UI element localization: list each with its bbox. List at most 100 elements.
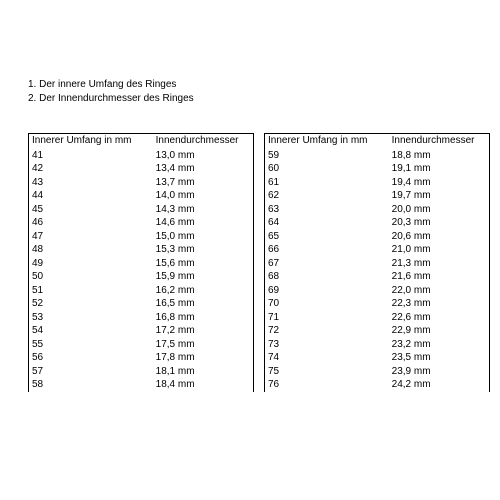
table-row: 4514,3 mm xyxy=(29,203,254,217)
cell-diameter: 19,4 mm xyxy=(392,176,490,190)
cell-diameter: 22,3 mm xyxy=(392,297,490,311)
header-diameter: Innendurchmesser xyxy=(156,134,254,149)
cell-diameter: 14,3 mm xyxy=(156,203,254,217)
table-row: 4213,4 mm xyxy=(29,162,254,176)
cell-diameter: 17,5 mm xyxy=(156,338,254,352)
header-diameter: Innendurchmesser xyxy=(392,134,490,149)
table-row: 4414,0 mm xyxy=(29,189,254,203)
cell-diameter: 19,7 mm xyxy=(392,189,490,203)
table-row: 6219,7 mm xyxy=(265,189,490,203)
table-row: 6420,3 mm xyxy=(265,216,490,230)
cell-diameter: 18,8 mm xyxy=(392,149,490,163)
table-row: 5617,8 mm xyxy=(29,351,254,365)
ring-size-table-left: Innerer Umfang in mm Innendurchmesser 41… xyxy=(28,133,254,392)
cell-diameter: 13,0 mm xyxy=(156,149,254,163)
cell-circumference: 58 xyxy=(29,378,156,392)
table-row: 6320,0 mm xyxy=(265,203,490,217)
cell-diameter: 15,0 mm xyxy=(156,230,254,244)
table-row: 6621,0 mm xyxy=(265,243,490,257)
cell-diameter: 21,0 mm xyxy=(392,243,490,257)
cell-circumference: 72 xyxy=(265,324,392,338)
table-header-row: Innerer Umfang in mm Innendurchmesser xyxy=(265,134,490,149)
cell-circumference: 51 xyxy=(29,284,156,298)
table-row: 4815,3 mm xyxy=(29,243,254,257)
table-row: 7624,2 mm xyxy=(265,378,490,392)
cell-circumference: 65 xyxy=(265,230,392,244)
cell-diameter: 13,7 mm xyxy=(156,176,254,190)
table-row: 7523,9 mm xyxy=(265,365,490,379)
cell-diameter: 14,6 mm xyxy=(156,216,254,230)
cell-diameter: 22,6 mm xyxy=(392,311,490,325)
table-row: 5316,8 mm xyxy=(29,311,254,325)
cell-diameter: 22,0 mm xyxy=(392,284,490,298)
table-row: 5918,8 mm xyxy=(265,149,490,163)
table-row: 7122,6 mm xyxy=(265,311,490,325)
table-body-right: 5918,8 mm6019,1 mm6119,4 mm6219,7 mm6320… xyxy=(265,149,490,392)
cell-circumference: 50 xyxy=(29,270,156,284)
cell-circumference: 71 xyxy=(265,311,392,325)
cell-diameter: 15,9 mm xyxy=(156,270,254,284)
table-row: 4313,7 mm xyxy=(29,176,254,190)
table-row: 5015,9 mm xyxy=(29,270,254,284)
cell-circumference: 54 xyxy=(29,324,156,338)
intro-block: 1. Der innere Umfang des Ringes 2. Der I… xyxy=(28,78,490,105)
table-header-row: Innerer Umfang in mm Innendurchmesser xyxy=(29,134,254,149)
table-row: 4915,6 mm xyxy=(29,257,254,271)
cell-diameter: 23,9 mm xyxy=(392,365,490,379)
cell-diameter: 23,2 mm xyxy=(392,338,490,352)
table-row: 5116,2 mm xyxy=(29,284,254,298)
cell-circumference: 57 xyxy=(29,365,156,379)
cell-diameter: 19,1 mm xyxy=(392,162,490,176)
cell-diameter: 13,4 mm xyxy=(156,162,254,176)
cell-circumference: 56 xyxy=(29,351,156,365)
cell-diameter: 16,5 mm xyxy=(156,297,254,311)
table-row: 6520,6 mm xyxy=(265,230,490,244)
cell-diameter: 14,0 mm xyxy=(156,189,254,203)
cell-diameter: 23,5 mm xyxy=(392,351,490,365)
cell-circumference: 44 xyxy=(29,189,156,203)
header-circumference: Innerer Umfang in mm xyxy=(265,134,392,149)
cell-circumference: 63 xyxy=(265,203,392,217)
cell-circumference: 46 xyxy=(29,216,156,230)
cell-diameter: 20,3 mm xyxy=(392,216,490,230)
intro-line-2: 2. Der Innendurchmesser des Ringes xyxy=(28,92,490,106)
table-row: 6119,4 mm xyxy=(265,176,490,190)
table-row: 4614,6 mm xyxy=(29,216,254,230)
cell-circumference: 62 xyxy=(265,189,392,203)
cell-diameter: 15,6 mm xyxy=(156,257,254,271)
cell-circumference: 43 xyxy=(29,176,156,190)
cell-circumference: 64 xyxy=(265,216,392,230)
cell-diameter: 20,6 mm xyxy=(392,230,490,244)
cell-circumference: 55 xyxy=(29,338,156,352)
header-circumference: Innerer Umfang in mm xyxy=(29,134,156,149)
table-body-left: 4113,0 mm4213,4 mm4313,7 mm4414,0 mm4514… xyxy=(29,149,254,392)
cell-circumference: 49 xyxy=(29,257,156,271)
cell-circumference: 75 xyxy=(265,365,392,379)
table-row: 5216,5 mm xyxy=(29,297,254,311)
cell-circumference: 66 xyxy=(265,243,392,257)
cell-diameter: 21,6 mm xyxy=(392,270,490,284)
cell-circumference: 59 xyxy=(265,149,392,163)
cell-circumference: 68 xyxy=(265,270,392,284)
cell-circumference: 53 xyxy=(29,311,156,325)
table-row: 6721,3 mm xyxy=(265,257,490,271)
table-row: 5417,2 mm xyxy=(29,324,254,338)
cell-diameter: 20,0 mm xyxy=(392,203,490,217)
cell-diameter: 18,1 mm xyxy=(156,365,254,379)
table-row: 6019,1 mm xyxy=(265,162,490,176)
cell-circumference: 52 xyxy=(29,297,156,311)
cell-circumference: 67 xyxy=(265,257,392,271)
table-row: 6821,6 mm xyxy=(265,270,490,284)
table-row: 5517,5 mm xyxy=(29,338,254,352)
table-row: 4113,0 mm xyxy=(29,149,254,163)
page: 1. Der innere Umfang des Ringes 2. Der I… xyxy=(0,0,500,392)
cell-diameter: 17,2 mm xyxy=(156,324,254,338)
intro-line-1: 1. Der innere Umfang des Ringes xyxy=(28,78,490,92)
cell-diameter: 21,3 mm xyxy=(392,257,490,271)
cell-circumference: 61 xyxy=(265,176,392,190)
table-row: 5818,4 mm xyxy=(29,378,254,392)
cell-diameter: 24,2 mm xyxy=(392,378,490,392)
table-row: 7323,2 mm xyxy=(265,338,490,352)
cell-diameter: 15,3 mm xyxy=(156,243,254,257)
tables-wrapper: Innerer Umfang in mm Innendurchmesser 41… xyxy=(28,133,490,392)
